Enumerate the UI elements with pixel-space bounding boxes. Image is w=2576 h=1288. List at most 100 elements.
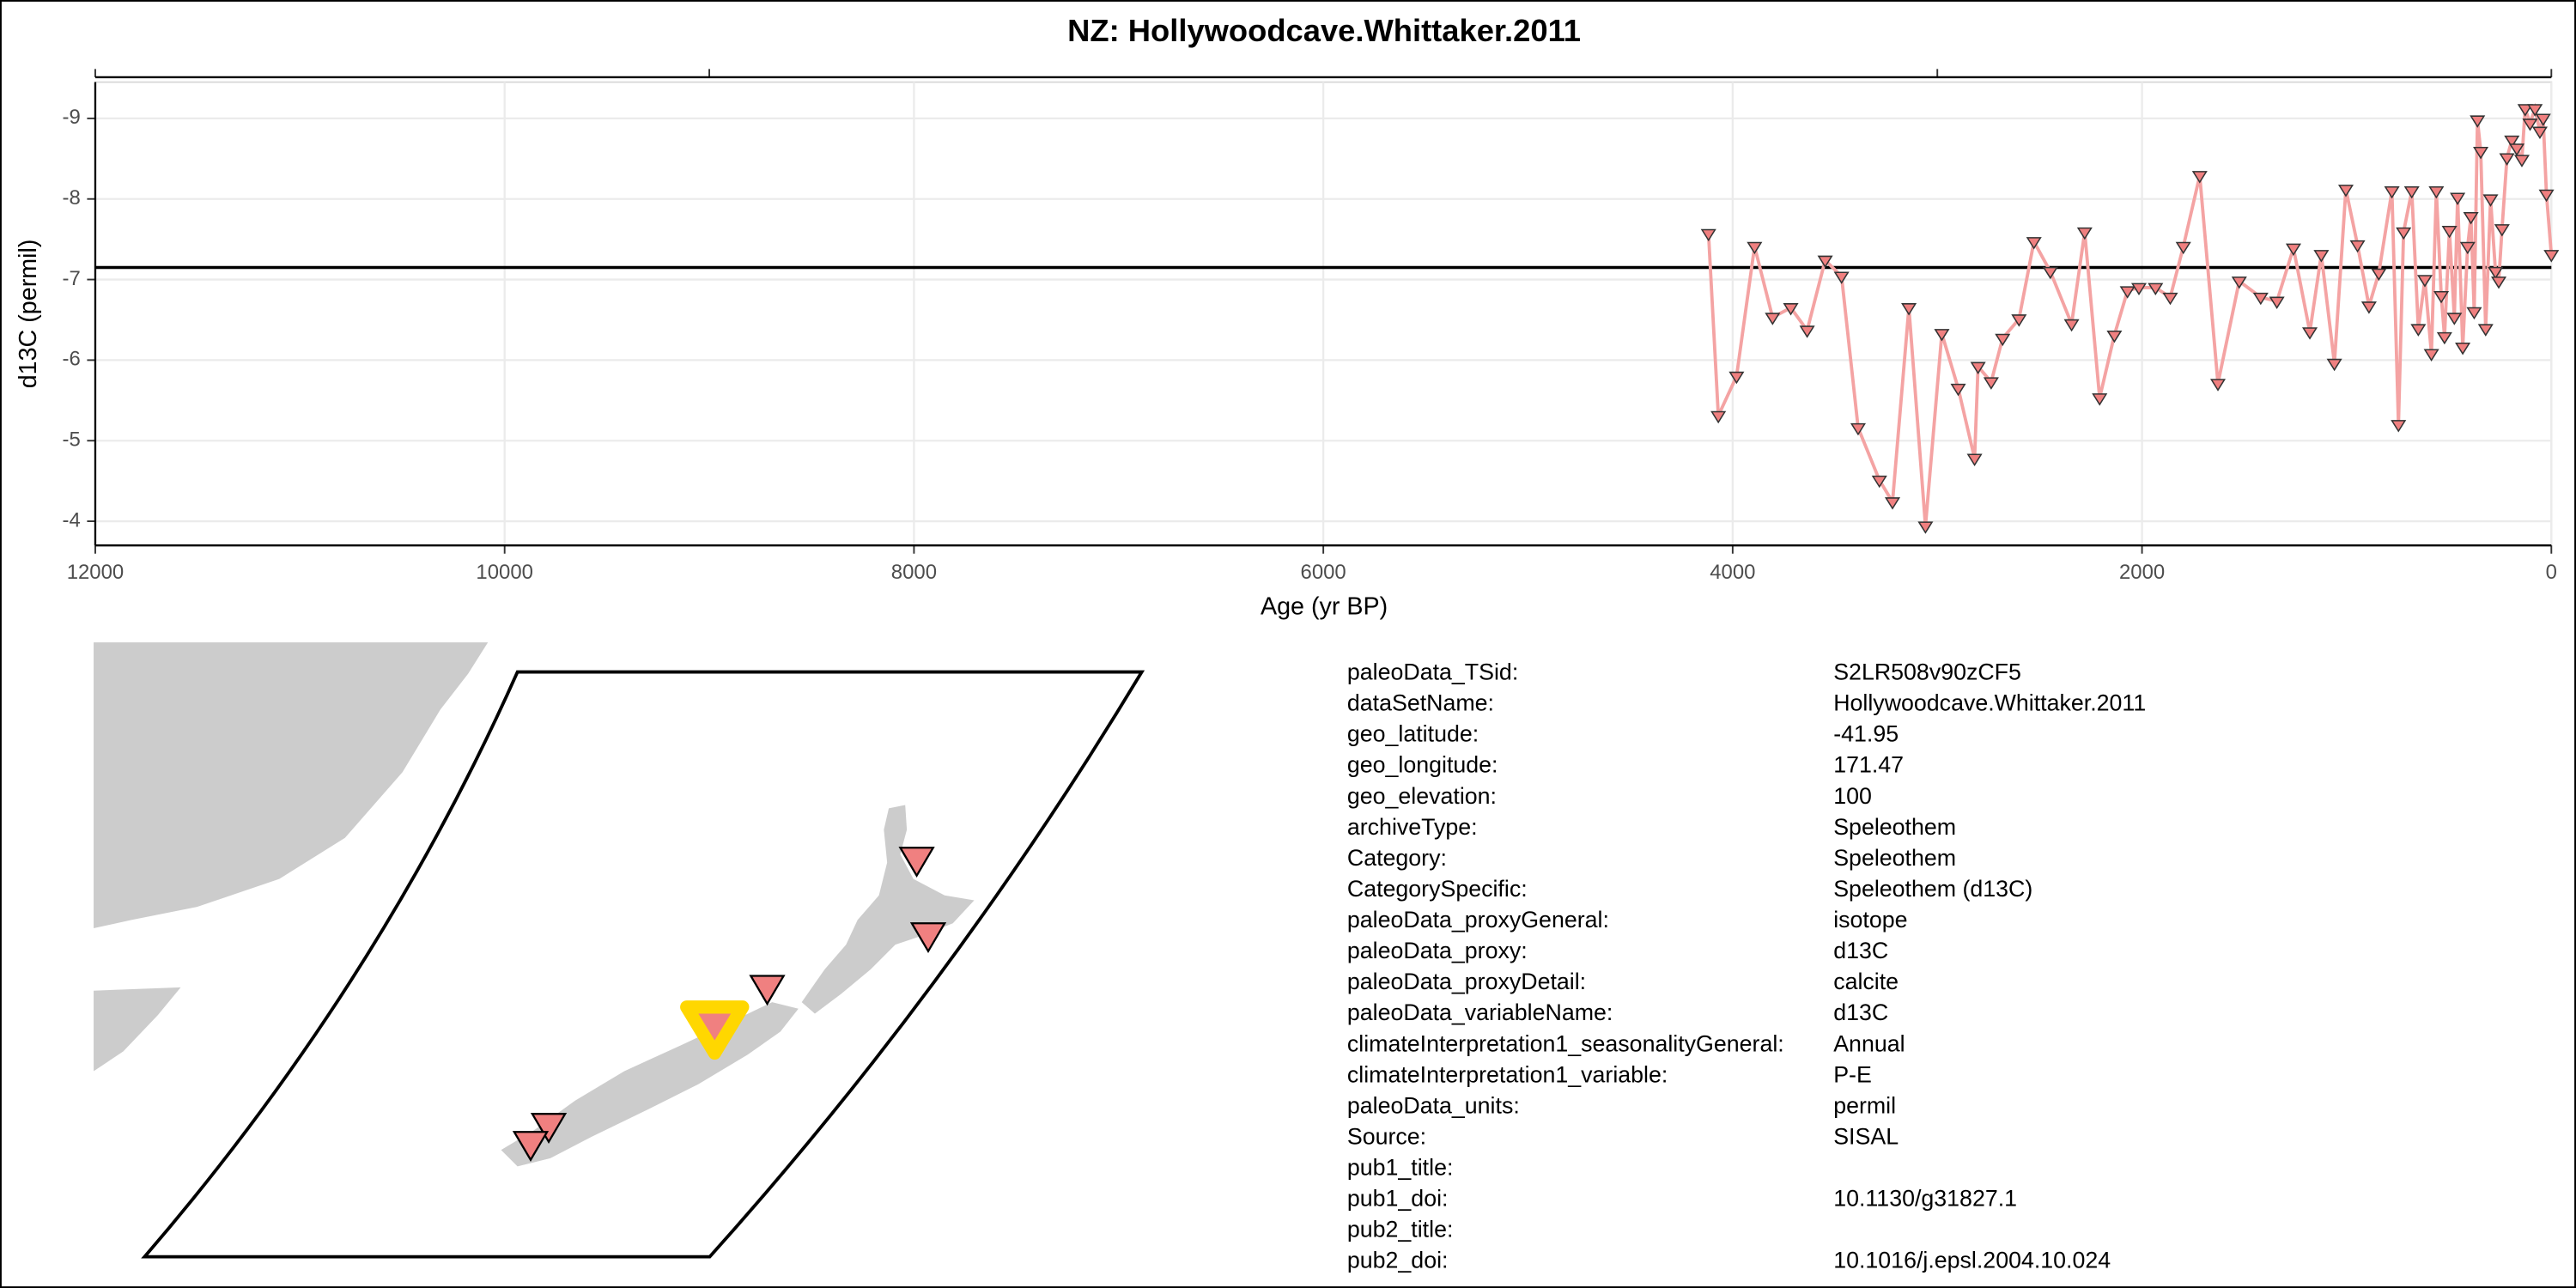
data-point	[2326, 358, 2342, 372]
data-point	[2313, 250, 2330, 263]
metadata-key: Category:	[1347, 845, 1447, 871]
metadata-key: Source:	[1347, 1123, 1426, 1149]
data-point	[2191, 171, 2208, 184]
metadata-key: climateInterpretation1_variable:	[1347, 1061, 1668, 1087]
metadata-key: paleoData_proxyDetail:	[1347, 969, 1586, 994]
data-point	[1817, 255, 1833, 269]
site-marker	[898, 847, 935, 878]
data-point	[1710, 410, 1727, 424]
data-point	[1901, 303, 1917, 316]
data-point	[2508, 143, 2525, 156]
landmass	[94, 642, 489, 928]
y-tick-label: -8	[62, 186, 80, 210]
x-tick-label: 0	[2546, 561, 2557, 584]
metadata-value: Speleothem	[1833, 845, 1956, 871]
y-axis-label: d13C (permil)	[15, 240, 42, 389]
metadata-value: d13C	[1833, 999, 1888, 1025]
landmass	[801, 805, 975, 1014]
metadata-value: Annual	[1833, 1030, 1905, 1056]
data-point	[2092, 393, 2108, 406]
data-point	[2349, 240, 2366, 253]
metadata-key: archiveType:	[1347, 814, 1478, 840]
plot-area: 12000 10000 8000 6000 4000 2000 0 -9 -8 -7 -6 -5 -4	[62, 69, 2560, 584]
data-point	[2477, 324, 2494, 337]
data-point	[2482, 194, 2499, 207]
metadata-key: paleoData_units:	[1347, 1092, 1520, 1118]
data-point	[2473, 147, 2489, 160]
metadata-value: 10.1016/j.epsl.2004.10.024	[1833, 1248, 2111, 1273]
data-point	[2252, 292, 2269, 306]
data-point	[2543, 250, 2560, 263]
data-point	[2504, 135, 2520, 149]
data-point	[2063, 319, 2080, 332]
metadata-key: geo_elevation:	[1347, 783, 1497, 809]
x-tick-label: 10000	[476, 561, 532, 584]
metadata-value: 171.47	[1833, 752, 1904, 778]
metadata-value: S2LR508v90zCF5	[1833, 659, 2021, 685]
data-point	[2446, 313, 2463, 325]
selected-site-marker	[680, 1000, 750, 1060]
data-point	[2441, 225, 2458, 239]
metadata-value: P-E	[1833, 1061, 1872, 1087]
data-point	[2285, 243, 2302, 257]
metadata-key: geo_latitude:	[1347, 721, 1479, 747]
data-point	[2130, 283, 2148, 296]
data-point	[2423, 349, 2439, 361]
data-point	[2403, 185, 2420, 199]
data-point	[2459, 241, 2476, 255]
metadata-value: SISAL	[1833, 1123, 1899, 1149]
data-point	[2026, 237, 2042, 250]
data-point	[1783, 303, 1799, 316]
data-point	[2119, 286, 2136, 299]
data-point	[1983, 377, 1999, 390]
data-point	[1966, 453, 1983, 466]
data-point	[2491, 276, 2507, 289]
metadata-key: pub1_title:	[1347, 1155, 1454, 1181]
metadata-key: paleoData_variableName:	[1347, 999, 1613, 1025]
data-point	[2231, 276, 2247, 289]
y-tick-label: -7	[62, 267, 80, 290]
data-point	[2416, 275, 2433, 288]
data-point	[1950, 383, 1966, 397]
metadata-key: paleoData_proxyGeneral:	[1347, 907, 1609, 933]
data-point	[2410, 324, 2427, 337]
data-point	[2535, 113, 2551, 126]
data-point	[1871, 475, 1887, 489]
data-point	[1970, 361, 1986, 374]
data-point	[2162, 292, 2178, 306]
metadata-value: d13C	[1833, 938, 1888, 963]
metadata-value: Speleothem	[1833, 814, 1956, 840]
data-point	[2396, 227, 2412, 240]
y-tick-label: -6	[62, 348, 80, 371]
data-point	[2517, 104, 2533, 117]
data-point	[2494, 224, 2510, 237]
metadata-key: CategorySpecific:	[1347, 876, 1528, 902]
data-point	[2391, 420, 2407, 433]
map-frame	[141, 670, 1145, 1259]
data-point	[1747, 241, 1763, 255]
data-point	[2337, 185, 2354, 197]
metadata-table: paleoData_TSid: S2LR508v90zCF5 dataSetName…	[1347, 659, 2146, 1273]
data-point	[2488, 266, 2504, 280]
y-tick-label: -4	[62, 508, 80, 532]
data-point	[2209, 379, 2227, 392]
metadata-key: paleoData_proxy:	[1347, 938, 1528, 963]
data-point	[2076, 227, 2093, 240]
metadata-key: climateInterpretation1_seasonalityGenera…	[1347, 1030, 1784, 1056]
data-point	[2499, 153, 2515, 166]
metadata-value: Speleothem (d13C)	[1833, 876, 2032, 902]
data-point	[2513, 155, 2530, 167]
data-point	[2269, 296, 2285, 309]
metadata-value: 10.1130/g31827.1	[1833, 1186, 2017, 1212]
data-point	[2455, 343, 2471, 355]
data-point	[2433, 290, 2450, 304]
data-point	[1765, 313, 1781, 325]
metadata-key: geo_longitude:	[1347, 752, 1498, 778]
metadata-value: Hollywoodcave.Whittaker.2011	[1833, 690, 2146, 716]
data-point	[2538, 189, 2555, 203]
chart-title: NZ: Hollywoodcave.Whittaker.2011	[1067, 13, 1581, 48]
metadata-value: -41.95	[1833, 721, 1899, 747]
landmass	[94, 987, 181, 1072]
metadata-key: paleoData_TSid:	[1347, 659, 1518, 685]
